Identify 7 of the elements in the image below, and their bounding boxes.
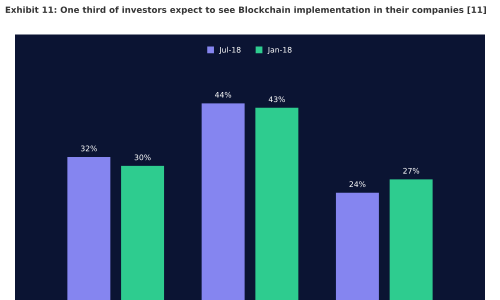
bar	[390, 179, 433, 300]
bar	[202, 103, 245, 300]
bar	[255, 108, 298, 300]
chart-title: Exhibit 11: One third of investors expect to see Blockchain implementation in their companies [11]	[6, 6, 486, 15]
bar	[121, 166, 164, 300]
bar	[336, 192, 379, 300]
bar	[67, 156, 110, 300]
